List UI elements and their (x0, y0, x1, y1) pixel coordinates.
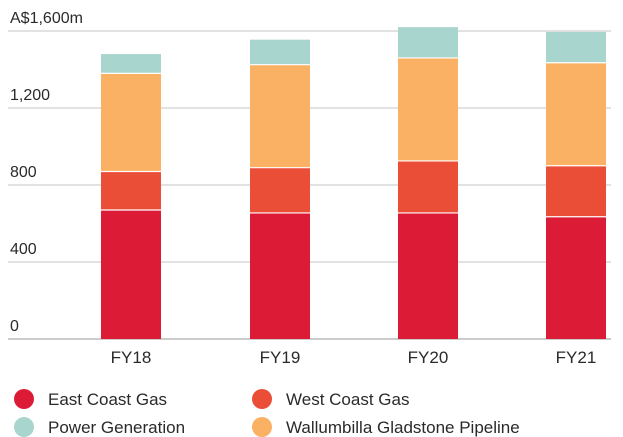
legend-label-power-generation: Power Generation (48, 418, 185, 437)
x-tick-label-fy18: FY18 (111, 348, 152, 367)
bar-stack-fy20 (398, 27, 458, 339)
bar-fy20-wallumbilla-gladstone-pipeline (398, 57, 458, 161)
legend-item-power-generation: Power Generation (14, 417, 185, 437)
bar-fy21-power-generation (546, 31, 606, 63)
legend-label-east-coast-gas: East Coast Gas (48, 390, 167, 409)
bar-fy18-power-generation (101, 54, 161, 74)
legend-label-west-coast-gas: West Coast Gas (286, 390, 409, 409)
x-axis-category-labels: FY18 FY19 FY20 FY21 (111, 348, 597, 367)
bar-fy19-east-coast-gas (250, 212, 310, 339)
bar-fy18-west-coast-gas (101, 171, 161, 211)
legend-label-wallumbilla-gladstone-pipeline: Wallumbilla Gladstone Pipeline (286, 418, 520, 437)
legend-item-west-coast-gas: West Coast Gas (252, 389, 409, 409)
y-axis-tick-labels: 0 400 800 1,200 A$1,600m (10, 10, 83, 335)
bar-fy21-east-coast-gas (546, 216, 606, 339)
bar-fy19-west-coast-gas (250, 167, 310, 213)
legend-swatch-west-coast-gas (252, 389, 272, 409)
legend-item-wallumbilla-gladstone-pipeline: Wallumbilla Gladstone Pipeline (252, 417, 520, 437)
bar-fy18-east-coast-gas (101, 210, 161, 339)
legend-swatch-east-coast-gas (14, 389, 34, 409)
bar-fy18-wallumbilla-gladstone-pipeline (101, 73, 161, 172)
x-tick-label-fy20: FY20 (408, 348, 449, 367)
y-tick-label-800: 800 (10, 164, 37, 181)
x-tick-label-fy19: FY19 (260, 348, 301, 367)
y-tick-label-0: 0 (10, 318, 19, 335)
bar-fy20-west-coast-gas (398, 160, 458, 213)
bar-fy20-east-coast-gas (398, 212, 458, 339)
legend-item-east-coast-gas: East Coast Gas (14, 389, 167, 409)
bar-stack-fy18 (101, 54, 161, 339)
bar-stack-fy21 (546, 31, 606, 339)
y-tick-label-1200: 1,200 (10, 87, 50, 104)
bars (101, 27, 606, 339)
bar-fy21-west-coast-gas (546, 165, 606, 217)
bar-stack-fy19 (250, 39, 310, 339)
y-tick-label-400: 400 (10, 241, 37, 258)
legend-swatch-power-generation (14, 417, 34, 437)
x-tick-label-fy21: FY21 (556, 348, 597, 367)
legend-swatch-wallumbilla-gladstone-pipeline (252, 417, 272, 437)
bar-fy19-power-generation (250, 39, 310, 65)
y-tick-label-1600: A$1,600m (10, 10, 83, 27)
legend: East Coast Gas West Coast Gas Power Genera… (14, 389, 520, 437)
bar-fy20-power-generation (398, 27, 458, 58)
bar-fy21-wallumbilla-gladstone-pipeline (546, 62, 606, 166)
bar-fy19-wallumbilla-gladstone-pipeline (250, 64, 310, 168)
